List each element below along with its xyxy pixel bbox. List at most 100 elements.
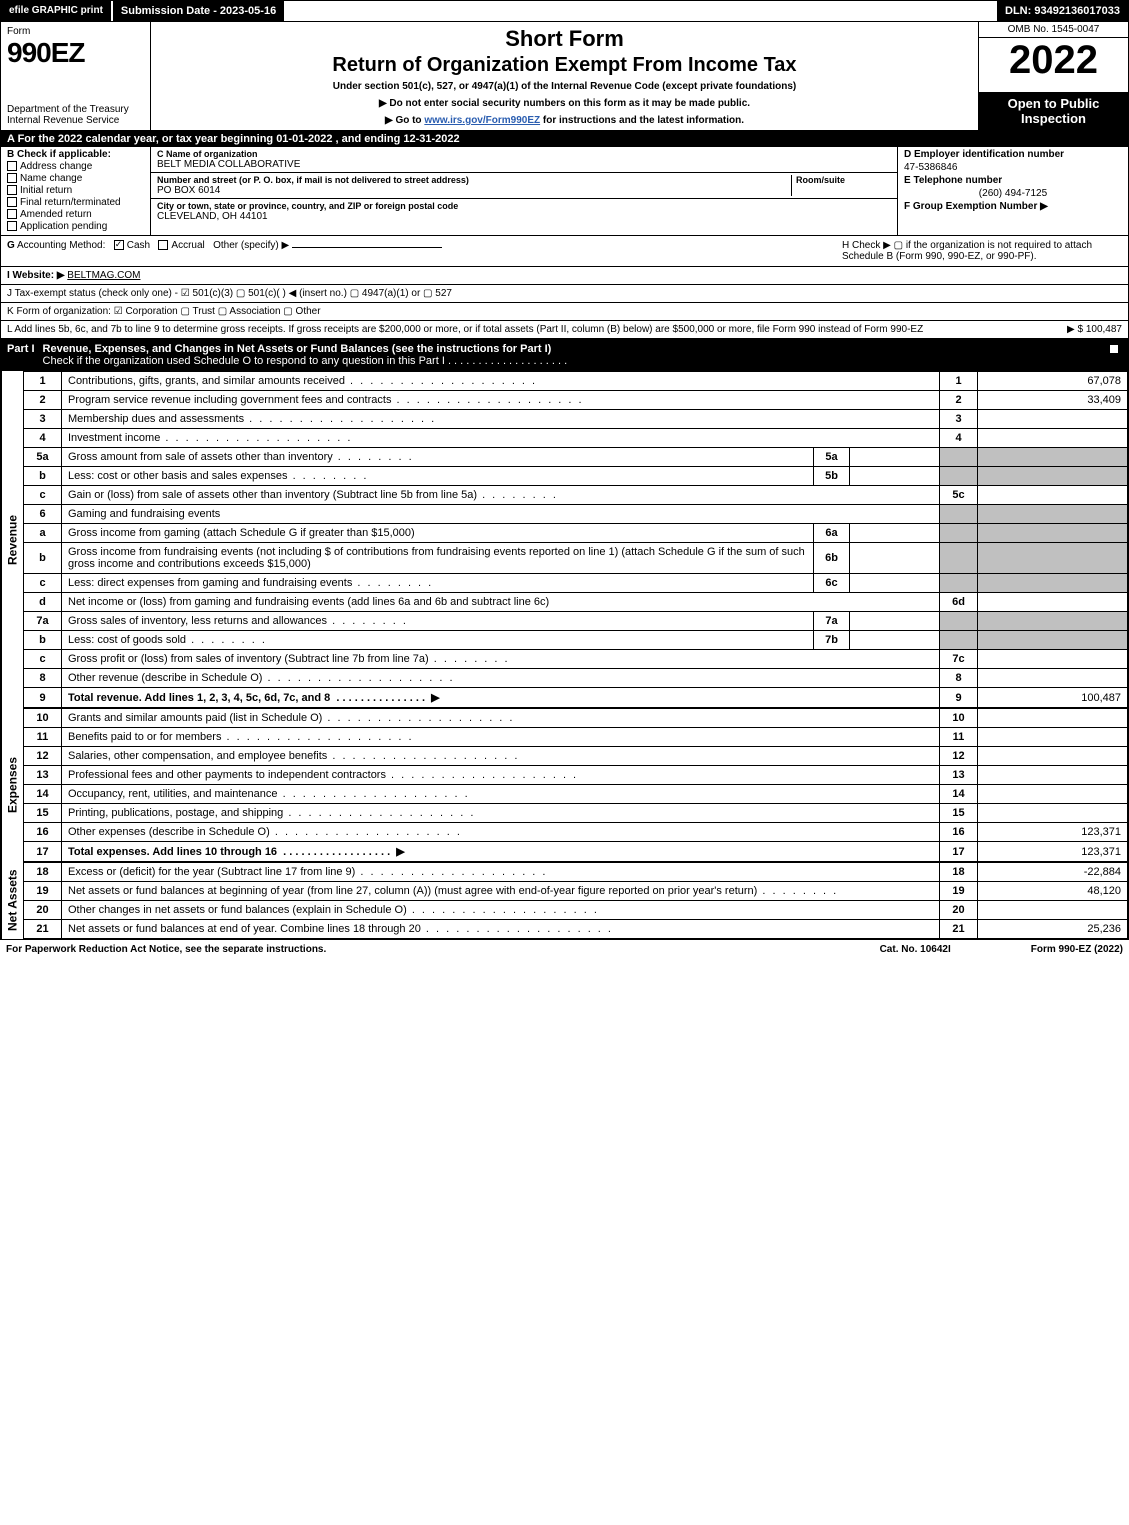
row-g-h: G Accounting Method: Cash Accrual Other …	[1, 236, 1128, 267]
form-container: efile GRAPHIC print Submission Date - 20…	[0, 0, 1129, 940]
line-2-value: 33,409	[978, 391, 1128, 410]
website-label: I Website: ▶	[7, 270, 65, 281]
row-j-tax-exempt: J Tax-exempt status (check only one) - ☑…	[1, 285, 1128, 303]
revenue-table: 1Contributions, gifts, grants, and simil…	[23, 371, 1128, 708]
line-16-value: 123,371	[978, 823, 1128, 842]
goto-post: for instructions and the latest informat…	[540, 115, 744, 126]
city-row: City or town, state or province, country…	[151, 199, 897, 224]
row-l-amount: ▶ $ 100,487	[1067, 324, 1122, 335]
omb-number: OMB No. 1545-0047	[979, 22, 1128, 38]
ein-label: D Employer identification number	[904, 149, 1122, 160]
header-left: Form 990EZ Department of the Treasury In…	[1, 22, 151, 130]
chk-initial-return[interactable]: Initial return	[7, 185, 144, 196]
chk-address-change[interactable]: Address change	[7, 161, 144, 172]
room-suite-label: Room/suite	[796, 175, 891, 185]
group-exemption-label: F Group Exemption Number ▶	[904, 201, 1122, 212]
org-name-label: C Name of organization	[157, 149, 891, 159]
topbar-spacer	[286, 1, 997, 21]
revenue-label: Revenue	[1, 371, 23, 708]
form-word: Form	[7, 26, 144, 37]
line-14-value	[978, 785, 1128, 804]
line-18-value: -22,884	[978, 863, 1128, 882]
net-assets-section: Net Assets 18Excess or (deficit) for the…	[1, 862, 1128, 939]
header-center: Short Form Return of Organization Exempt…	[151, 22, 978, 130]
line-12-value	[978, 747, 1128, 766]
goto-pre: ▶ Go to	[385, 115, 424, 126]
line-20-value	[978, 901, 1128, 920]
tax-year: 2022	[979, 38, 1128, 92]
row-a-tax-year: A For the 2022 calendar year, or tax yea…	[1, 131, 1128, 147]
under-section-text: Under section 501(c), 527, or 4947(a)(1)…	[161, 81, 968, 92]
dln-label: DLN: 93492136017033	[997, 1, 1128, 21]
expenses-label: Expenses	[1, 708, 23, 862]
chk-application-pending[interactable]: Application pending	[7, 221, 144, 232]
net-assets-table: 18Excess or (deficit) for the year (Subt…	[23, 862, 1128, 939]
page-footer: For Paperwork Reduction Act Notice, see …	[0, 940, 1129, 959]
chk-cash[interactable]	[114, 240, 124, 250]
chk-accrual[interactable]	[158, 240, 168, 250]
line-9-total-revenue: 100,487	[978, 688, 1128, 708]
phone-value: (260) 494-7125	[904, 188, 1122, 199]
goto-instructions: ▶ Go to www.irs.gov/Form990EZ for instru…	[161, 115, 968, 126]
accounting-method: G Accounting Method: Cash Accrual Other …	[7, 240, 842, 251]
line-5c-value	[978, 486, 1128, 505]
phone-label: E Telephone number	[904, 175, 1122, 186]
submission-date-button[interactable]: Submission Date - 2023-05-16	[113, 1, 286, 21]
address-label: Number and street (or P. O. box, if mail…	[157, 175, 791, 185]
top-bar: efile GRAPHIC print Submission Date - 20…	[1, 1, 1128, 22]
return-title: Return of Organization Exempt From Incom…	[161, 54, 968, 77]
footer-left: For Paperwork Reduction Act Notice, see …	[6, 944, 880, 955]
revenue-section: Revenue 1Contributions, gifts, grants, a…	[1, 371, 1128, 708]
address-value: PO BOX 6014	[157, 185, 791, 196]
line-13-value	[978, 766, 1128, 785]
form-number: 990EZ	[7, 37, 144, 69]
chk-final-return[interactable]: Final return/terminated	[7, 197, 144, 208]
department-label: Department of the Treasury Internal Reve…	[7, 104, 144, 126]
header-right: OMB No. 1545-0047 2022 Open to Public In…	[978, 22, 1128, 130]
line-3-value	[978, 410, 1128, 429]
net-assets-label: Net Assets	[1, 862, 23, 939]
schedule-o-checkbox[interactable]	[1109, 344, 1119, 354]
line-11-value	[978, 728, 1128, 747]
line-4-value	[978, 429, 1128, 448]
expenses-table: 10Grants and similar amounts paid (list …	[23, 708, 1128, 862]
line-17-total-expenses: 123,371	[978, 842, 1128, 862]
org-name-row: C Name of organization BELT MEDIA COLLAB…	[151, 147, 897, 173]
line-15-value	[978, 804, 1128, 823]
org-name-value: BELT MEDIA COLLABORATIVE	[157, 159, 891, 170]
box-d-e-f: D Employer identification number 47-5386…	[898, 147, 1128, 235]
line-6d-value	[978, 593, 1128, 612]
form-header: Form 990EZ Department of the Treasury In…	[1, 22, 1128, 131]
box-c: C Name of organization BELT MEDIA COLLAB…	[151, 147, 898, 235]
address-row: Number and street (or P. O. box, if mail…	[151, 173, 897, 199]
part-i-check-note: Check if the organization used Schedule …	[43, 355, 445, 367]
row-l-text: L Add lines 5b, 6c, and 7b to line 9 to …	[7, 324, 923, 335]
irs-link[interactable]: www.irs.gov/Form990EZ	[424, 115, 540, 126]
footer-cat-no: Cat. No. 10642I	[880, 944, 951, 955]
efile-print-button[interactable]: efile GRAPHIC print	[1, 1, 113, 21]
short-form-title: Short Form	[161, 26, 968, 52]
chk-amended-return[interactable]: Amended return	[7, 209, 144, 220]
box-b: B Check if applicable: Address change Na…	[1, 147, 151, 235]
footer-form-ref: Form 990-EZ (2022)	[1031, 944, 1123, 955]
part-i-title: Revenue, Expenses, and Changes in Net As…	[43, 343, 552, 355]
row-i-website: I Website: ▶ BELTMAG.COM	[1, 267, 1128, 285]
row-k-org-form: K Form of organization: ☑ Corporation ▢ …	[1, 303, 1128, 321]
public-inspection-badge: Open to Public Inspection	[979, 92, 1128, 130]
schedule-b-check: H Check ▶ ▢ if the organization is not r…	[842, 240, 1122, 262]
line-21-value: 25,236	[978, 920, 1128, 939]
line-1-value: 67,078	[978, 372, 1128, 391]
city-label: City or town, state or province, country…	[157, 201, 891, 211]
line-8-value	[978, 669, 1128, 688]
ein-value: 47-5386846	[904, 162, 1122, 173]
chk-name-change[interactable]: Name change	[7, 173, 144, 184]
box-b-header: B Check if applicable:	[7, 149, 144, 160]
ssn-warning: ▶ Do not enter social security numbers o…	[161, 98, 968, 109]
part-i-header: Part I Revenue, Expenses, and Changes in…	[1, 339, 1128, 371]
line-7c-value	[978, 650, 1128, 669]
info-grid: B Check if applicable: Address change Na…	[1, 147, 1128, 236]
city-value: CLEVELAND, OH 44101	[157, 211, 891, 222]
website-value[interactable]: BELTMAG.COM	[67, 270, 140, 281]
line-19-value: 48,120	[978, 882, 1128, 901]
part-i-label: Part I	[7, 343, 35, 367]
